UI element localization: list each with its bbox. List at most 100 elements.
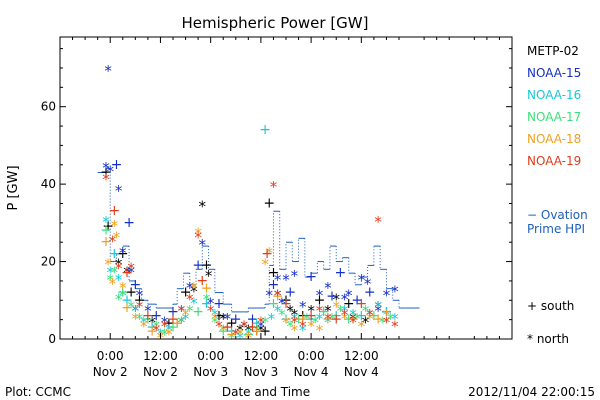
north-point: * xyxy=(324,279,332,297)
south-point: + xyxy=(201,296,213,312)
south-point: + xyxy=(125,285,137,301)
north-point: * xyxy=(391,318,399,336)
north-point: * xyxy=(182,306,190,324)
series-noaa-16: **+**+**+**+**+**+**++**+**+**+**+**+* xyxy=(102,122,399,347)
north-point: * xyxy=(106,271,114,289)
north-point: * xyxy=(268,310,276,328)
north-point: * xyxy=(291,310,299,328)
north-point: * xyxy=(274,287,282,305)
legend-entry-noaa-16: NOAA-16 xyxy=(527,88,581,102)
south-point: + xyxy=(355,308,367,324)
x-axis-ticks: 0:00 Nov 2 12:00 Nov 2 0:00 Nov 3 12:00 Nov 3 0:… xyxy=(72,37,500,379)
south-point: + xyxy=(109,246,121,262)
north-point: * xyxy=(274,302,282,320)
south-point: + xyxy=(142,308,154,324)
south-point: + xyxy=(268,265,280,281)
north-point: * xyxy=(136,287,144,305)
north-point: * xyxy=(332,298,340,316)
north-point: * xyxy=(253,321,261,339)
south-point: + xyxy=(263,195,275,211)
north-point: * xyxy=(211,310,219,328)
south-point: + xyxy=(213,296,225,312)
north-point: * xyxy=(190,294,198,312)
south-point: + xyxy=(326,288,338,304)
south-point: + xyxy=(129,277,141,293)
south-point: + xyxy=(268,277,280,293)
north-point: * xyxy=(270,178,278,196)
south-point: + xyxy=(322,312,334,328)
north-point: * xyxy=(194,225,202,243)
north-point: * xyxy=(232,325,240,343)
north-point: * xyxy=(136,310,144,328)
north-point: * xyxy=(109,232,117,250)
footer-plot-source: Plot: CCMC xyxy=(5,385,71,399)
south-point: + xyxy=(280,292,292,308)
north-point: * xyxy=(102,170,110,188)
north-point: * xyxy=(178,302,186,320)
north-point: * xyxy=(113,228,121,246)
north-point: * xyxy=(190,279,198,297)
north-point: * xyxy=(391,283,399,301)
series-metp-02: ++*+*+*+* + *+**+*+*+* *+*+++*+**+*+** +* **+ xyxy=(100,165,392,340)
north-point: * xyxy=(132,302,140,320)
north-point: * xyxy=(332,290,340,308)
north-point: * xyxy=(391,310,399,328)
south-point: + xyxy=(280,312,292,328)
north-point: * xyxy=(299,321,307,339)
north-point: * xyxy=(374,298,382,316)
south-point: + xyxy=(314,292,326,308)
south-point: + xyxy=(117,246,129,262)
north-point: * xyxy=(353,310,361,328)
x-tick-label-time: 12:00 xyxy=(344,349,379,363)
x-tick-label-date: Nov 3 xyxy=(243,365,278,379)
north-point: * xyxy=(211,306,219,324)
north-point: * xyxy=(224,310,232,328)
south-point: + xyxy=(343,312,355,328)
north-point: * xyxy=(303,310,311,328)
north-point: * xyxy=(245,321,253,339)
series-noaa-15: ***+**+*+**+*+**+**+*+*+**+***+**+* *++**… xyxy=(102,62,399,336)
north-point: * xyxy=(383,314,391,332)
north-point: * xyxy=(115,271,123,289)
north-point: * xyxy=(291,306,299,324)
south-point: + xyxy=(121,300,133,316)
south-point: + xyxy=(297,312,309,328)
south-point: + xyxy=(318,304,330,320)
legend-entry-noaa-15: NOAA-15 xyxy=(527,66,581,80)
south-point: + xyxy=(330,308,342,324)
north-point: * xyxy=(165,325,173,343)
south-point: + xyxy=(247,312,259,328)
south-point: + xyxy=(372,312,384,328)
north-point: * xyxy=(245,325,253,343)
x-tick-label-time: 12:00 xyxy=(244,349,279,363)
north-point: * xyxy=(278,294,286,312)
legend-north: * north xyxy=(527,332,569,346)
north-point: * xyxy=(316,321,324,339)
north-point: * xyxy=(349,310,357,328)
south-point: + xyxy=(230,312,242,328)
north-point: * xyxy=(328,310,336,328)
x-tick-label-date: Nov 2 xyxy=(143,365,178,379)
x-tick-label-date: Nov 2 xyxy=(93,365,128,379)
north-point: * xyxy=(127,259,135,277)
north-point: * xyxy=(153,318,161,336)
south-point: + xyxy=(247,319,259,335)
north-point: * xyxy=(165,321,173,339)
north-point: * xyxy=(182,310,190,328)
south-point: + xyxy=(123,215,135,231)
south-point: + xyxy=(100,165,112,181)
north-point: * xyxy=(257,321,265,339)
y-tick-label: 60 xyxy=(41,100,56,114)
south-point: + xyxy=(100,234,112,250)
north-point: * xyxy=(261,314,269,332)
north-point: * xyxy=(111,263,119,281)
north-point: * xyxy=(127,263,135,281)
south-point: + xyxy=(222,319,234,335)
north-point: * xyxy=(387,310,395,328)
north-point: * xyxy=(299,298,307,316)
south-point: + xyxy=(284,285,296,301)
north-point: * xyxy=(132,310,140,328)
north-point: * xyxy=(194,228,202,246)
north-point: * xyxy=(203,290,211,308)
